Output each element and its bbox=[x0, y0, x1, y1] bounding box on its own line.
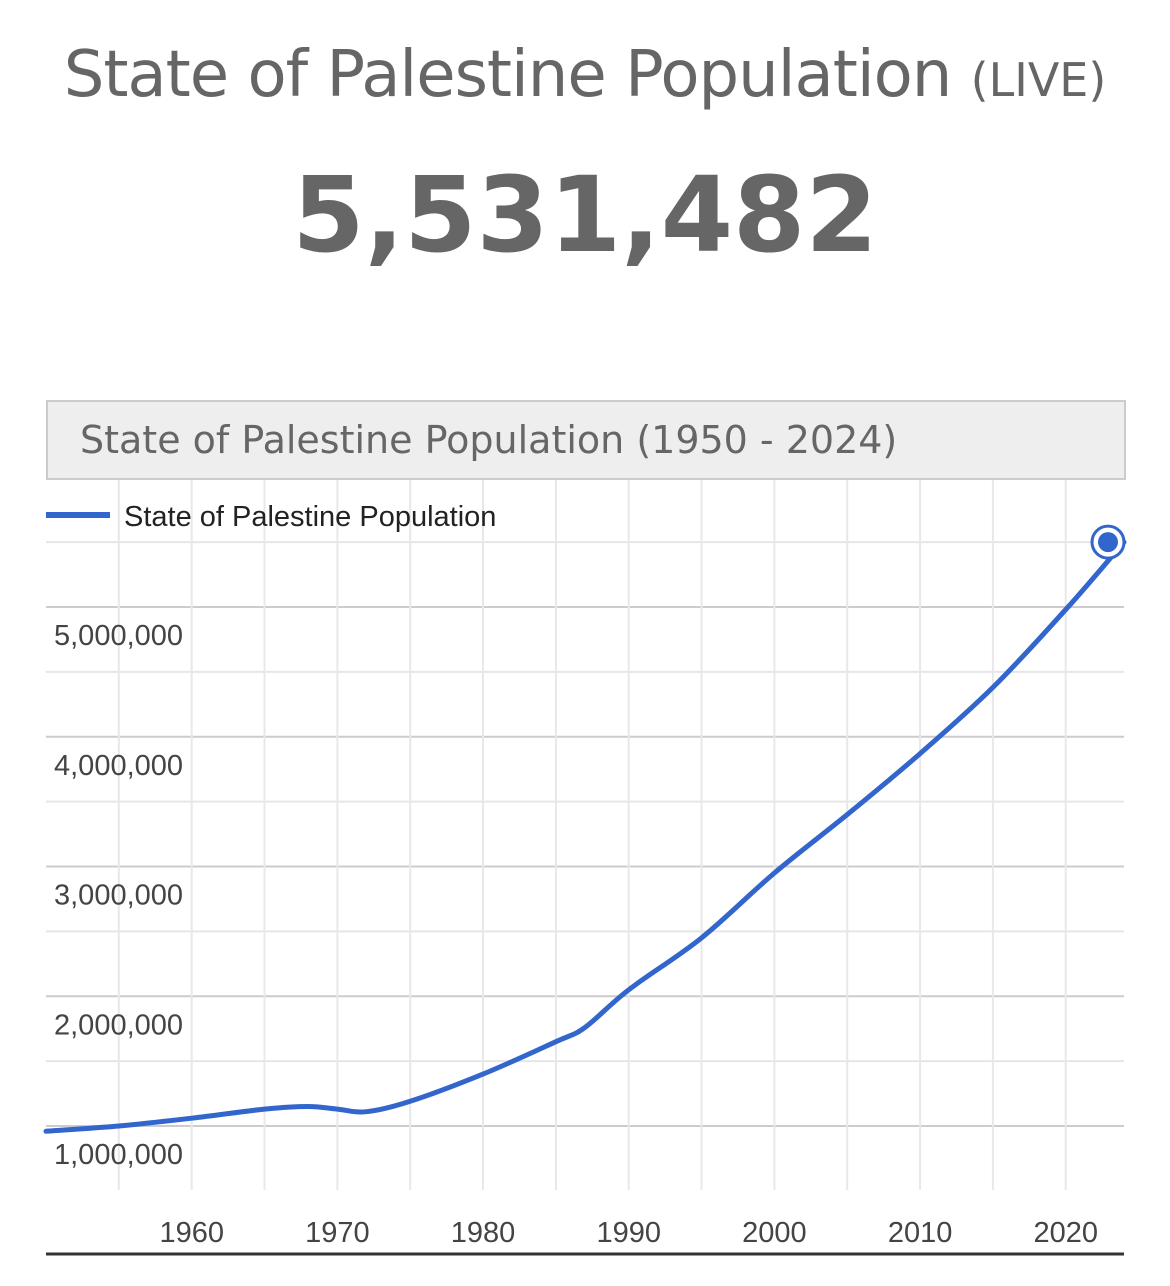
chart-series bbox=[43, 539, 1127, 1134]
data-point-highlight[interactable] bbox=[1098, 532, 1118, 553]
x-axis-labels: 1960 1970 1980 1990 2000 2010 2020 bbox=[159, 1217, 1098, 1249]
y-tick-label: 3,000,000 bbox=[54, 880, 183, 912]
y-tick-label: 4,000,000 bbox=[54, 750, 183, 782]
population-chart: State of Palestine Population 1960 1970 19… bbox=[43, 480, 1127, 1256]
x-tick-label: 1980 bbox=[451, 1217, 516, 1249]
chart-grid bbox=[46, 480, 1124, 1256]
y-tick-label: 5,000,000 bbox=[54, 620, 183, 652]
chart-header: State of Palestine Population (1950 - 20… bbox=[46, 400, 1126, 480]
chart-legend: State of Palestine Population bbox=[46, 501, 496, 533]
x-tick-label: 2020 bbox=[1033, 1217, 1098, 1249]
x-tick-label: 1970 bbox=[305, 1217, 370, 1249]
series-line bbox=[43, 539, 1127, 1134]
chart-points bbox=[1090, 524, 1126, 560]
page-title-text: State of Palestine Population bbox=[63, 38, 953, 112]
legend-label: State of Palestine Population bbox=[124, 501, 496, 533]
x-tick-label: 1960 bbox=[159, 1217, 224, 1249]
x-tick-label: 1990 bbox=[596, 1217, 661, 1249]
y-axis-labels: 1,000,000 2,000,000 3,000,000 4,000,000 5,00… bbox=[54, 620, 183, 1171]
y-tick-label: 1,000,000 bbox=[54, 1139, 183, 1171]
live-indicator: (LIVE) bbox=[970, 53, 1107, 107]
x-tick-label: 2010 bbox=[888, 1217, 953, 1249]
chart-title: State of Palestine Population (1950 - 20… bbox=[80, 418, 898, 462]
page-title: State of Palestine Population (LIVE) bbox=[0, 30, 1170, 125]
x-tick-label: 2000 bbox=[742, 1217, 807, 1249]
y-tick-label: 2,000,000 bbox=[54, 1009, 183, 1041]
live-population-counter: 5,531,482 bbox=[292, 154, 878, 276]
